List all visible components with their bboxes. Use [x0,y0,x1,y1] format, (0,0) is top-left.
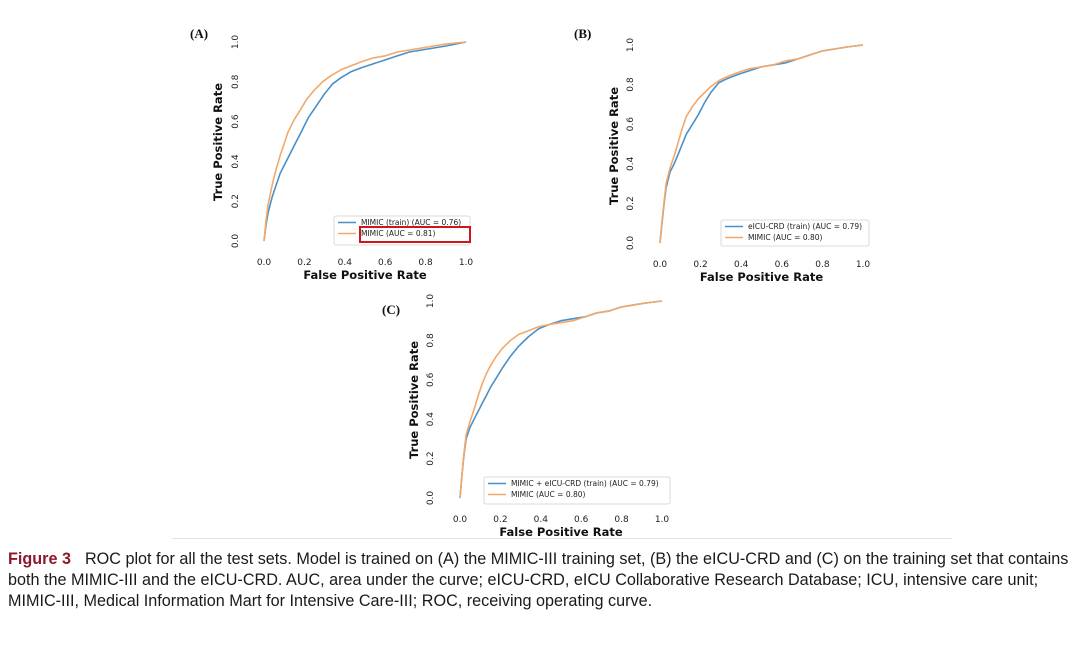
panel-letter: (B) [574,26,591,41]
x-tick-label: 0.4 [338,258,353,268]
x-tick-label: 0.8 [815,260,830,270]
y-tick-label: 0.0 [426,491,436,506]
y-tick-label: 0.4 [231,154,241,169]
y-tick-label: 0.8 [426,333,436,348]
legend-box [720,219,870,247]
y-tick-label: 1.0 [426,294,436,309]
figure-caption: Figure 3 ROC plot for all the test sets. … [8,549,1078,612]
y-tick-label: 0.8 [626,77,636,92]
x-axis-label: False Positive Rate [700,270,823,284]
legend: MIMIC (train) (AUC = 0.76) MIMIC (AUC = 0… [333,215,471,246]
legend-entry: MIMIC (AUC = 0.80) [748,233,823,242]
x-tick-label: 0.6 [378,258,393,268]
roc-panel-0: (A) 0.0 0.2 0.4 0.6 0.8 1.0 0.0 0.2 0.4 0.6 0.8 1.0 F… [190,26,473,282]
x-axis-label: False Positive Rate [499,525,622,539]
x-tick-label: 1.0 [856,260,871,270]
y-axis-label: True Positive Rate [211,83,225,201]
y-tick-label: 0.2 [626,196,636,210]
x-axis-label: False Positive Rate [303,268,426,282]
roc-curve-0 [659,44,864,244]
legend: eICU-CRD (train) (AUC = 0.79) MIMIC (AUC … [720,219,870,247]
x-tick-label: 0.2 [297,258,311,268]
panel-letter: (A) [190,26,208,41]
x-tick-label: 0.6 [775,260,790,270]
panel-letter: (C) [382,302,400,317]
x-tick-label: 0.4 [534,515,549,525]
x-tick-label: 0.0 [453,515,468,525]
caption-text: ROC plot for all the test sets. Model is… [8,550,1069,610]
x-tick-label: 0.2 [493,515,507,525]
x-tick-label: 0.8 [418,258,433,268]
y-tick-label: 0.6 [426,372,436,387]
roc-curve-1 [459,300,663,499]
y-axis-label: True Positive Rate [407,341,421,459]
y-tick-label: 1.0 [626,38,636,53]
y-tick-label: 0.6 [231,114,241,129]
y-tick-label: 0.0 [626,236,636,251]
legend-entry: MIMIC (AUC = 0.80) [511,490,586,499]
x-tick-label: 1.0 [459,258,474,268]
legend: MIMIC + eICU-CRD (train) (AUC = 0.79) MIM… [483,476,671,505]
legend-entry: MIMIC (AUC = 0.81) [361,229,436,238]
roc-panel-1: (B) 0.0 0.2 0.4 0.6 0.8 1.0 0.0 0.2 0.4 0.6 0.8 1.0 F… [574,26,870,284]
legend-entry: MIMIC (train) (AUC = 0.76) [361,218,461,227]
x-tick-label: 0.6 [574,515,589,525]
x-tick-label: 0.4 [734,260,749,270]
roc-curve-1 [659,44,864,244]
x-tick-label: 0.0 [257,258,272,268]
roc-curve-1 [263,41,467,242]
y-tick-label: 0.0 [231,234,241,249]
legend-entry: MIMIC + eICU-CRD (train) (AUC = 0.79) [511,479,659,488]
roc-panel-2: (C) 0.0 0.2 0.4 0.6 0.8 1.0 0.0 0.2 0.4 0.6 0.8 1.0 F… [382,294,671,539]
y-tick-label: 1.0 [231,35,241,50]
x-tick-label: 0.8 [614,515,629,525]
roc-curve-0 [263,41,467,242]
y-axis-label: True Positive Rate [607,87,621,205]
x-tick-label: 0.2 [693,260,707,270]
caption-separator [172,538,952,539]
y-tick-label: 0.4 [426,412,436,427]
y-tick-label: 0.2 [426,451,436,465]
x-tick-label: 0.0 [653,260,668,270]
highlight-box [359,226,471,243]
roc-figure: (A) 0.0 0.2 0.4 0.6 0.8 1.0 0.0 0.2 0.4 0.6 0.8 1.0 F… [190,26,870,539]
x-tick-label: 1.0 [655,515,670,525]
y-tick-label: 0.6 [626,117,636,132]
y-tick-label: 0.2 [231,194,241,208]
roc-curve-0 [459,300,663,499]
figure-label: Figure 3 [8,550,71,568]
legend-box [483,476,671,505]
y-tick-label: 0.4 [626,156,636,171]
y-tick-label: 0.8 [231,74,241,89]
legend-entry: eICU-CRD (train) (AUC = 0.79) [748,222,862,231]
